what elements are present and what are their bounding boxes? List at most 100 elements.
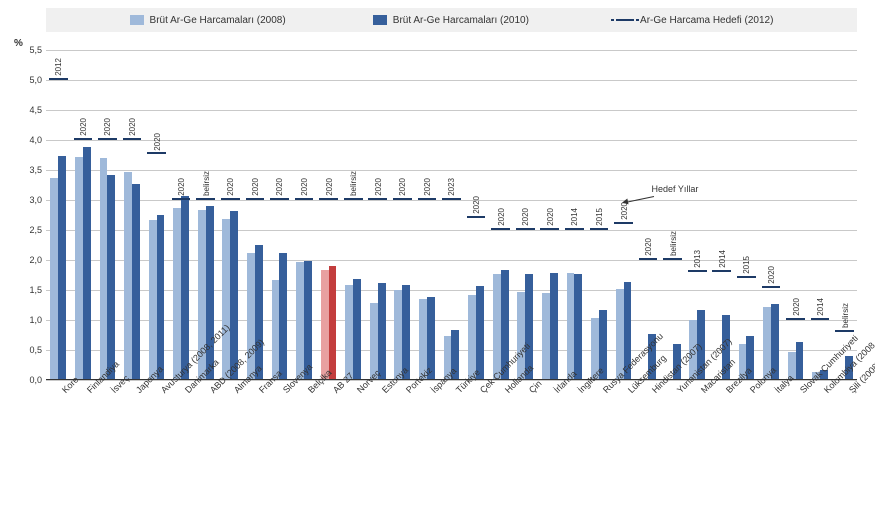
target-marker xyxy=(639,258,658,260)
bar-2010 xyxy=(132,184,140,380)
target-marker xyxy=(418,198,437,200)
bar-group: 2020 xyxy=(611,50,636,380)
target-marker xyxy=(270,198,289,200)
bar-2010 xyxy=(58,156,66,380)
target-year-label: 2020 xyxy=(521,208,530,226)
bar-group: 2015 xyxy=(587,50,612,380)
bars-layer: 201220202020202020202020belirsiz20202020… xyxy=(46,50,857,380)
y-tick-label: 3,0 xyxy=(18,195,42,205)
bar-2010 xyxy=(329,266,337,380)
target-year-label: 2014 xyxy=(570,208,579,226)
target-year-label: 2020 xyxy=(767,266,776,284)
bar-2008 xyxy=(567,273,575,380)
bar-2010 xyxy=(378,283,386,380)
bar-group: 2020 xyxy=(243,50,268,380)
target-year-label: 2020 xyxy=(546,208,555,226)
bar-group: 2020 xyxy=(538,50,563,380)
bar-group: 2014 xyxy=(562,50,587,380)
target-year-label: belirsiz xyxy=(669,231,678,256)
bar-2008 xyxy=(542,293,550,380)
target-year-label: belirsiz xyxy=(349,171,358,196)
bar-group: 2013 xyxy=(685,50,710,380)
bar-group: 2020 xyxy=(144,50,169,380)
target-year-label: 2014 xyxy=(816,298,825,316)
bar-group: 2020 xyxy=(267,50,292,380)
target-marker xyxy=(98,138,117,140)
y-tick-label: 4,0 xyxy=(18,135,42,145)
target-marker xyxy=(786,318,805,320)
y-tick-label: 5,0 xyxy=(18,75,42,85)
target-year-label: 2020 xyxy=(644,238,653,256)
bar-group: 2020 xyxy=(390,50,415,380)
target-year-label: belirsiz xyxy=(202,171,211,196)
annotation-hedef-yillar: Hedef Yıllar xyxy=(652,184,699,194)
bar-group: 2020 xyxy=(95,50,120,380)
bar-2010 xyxy=(83,147,91,380)
target-marker xyxy=(663,258,682,260)
bar-group: belirsiz xyxy=(341,50,366,380)
target-year-label: 2020 xyxy=(275,178,284,196)
target-marker xyxy=(737,276,756,278)
target-marker xyxy=(172,198,191,200)
target-year-label: 2012 xyxy=(54,58,63,76)
bar-2008 xyxy=(50,178,58,380)
bar-group: 2015 xyxy=(734,50,759,380)
target-marker xyxy=(540,228,559,230)
bar-group: belirsiz xyxy=(832,50,857,380)
bar-2008 xyxy=(296,262,304,380)
y-tick-label: 2,0 xyxy=(18,255,42,265)
bar-group: 2020 xyxy=(783,50,808,380)
target-year-label: 2020 xyxy=(79,118,88,136)
bar-2010 xyxy=(476,286,484,380)
target-marker xyxy=(123,138,142,140)
target-year-label: 2015 xyxy=(595,208,604,226)
target-year-label: 2020 xyxy=(374,178,383,196)
target-marker xyxy=(835,330,854,332)
target-marker xyxy=(565,228,584,230)
y-tick-label: 3,5 xyxy=(18,165,42,175)
target-marker xyxy=(516,228,535,230)
target-marker xyxy=(712,270,731,272)
target-marker xyxy=(688,270,707,272)
y-tick-label: 0,0 xyxy=(18,375,42,385)
y-tick-label: 2,5 xyxy=(18,225,42,235)
target-marker xyxy=(442,198,461,200)
target-marker xyxy=(49,78,68,80)
target-year-label: 2014 xyxy=(718,250,727,268)
target-marker xyxy=(74,138,93,140)
bar-2008 xyxy=(173,208,181,380)
target-marker xyxy=(368,198,387,200)
legend-label-2010: Brüt Ar-Ge Harcamaları (2010) xyxy=(393,15,529,26)
target-year-label: 2020 xyxy=(300,178,309,196)
target-marker xyxy=(467,216,486,218)
bar-2008 xyxy=(222,219,230,380)
target-marker xyxy=(246,198,265,200)
bar-2008 xyxy=(75,157,83,380)
bar-group: 2020 xyxy=(464,50,489,380)
target-year-label: 2020 xyxy=(226,178,235,196)
target-year-label: 2020 xyxy=(423,178,432,196)
bar-2008 xyxy=(124,172,132,380)
bar-group: 2020 xyxy=(169,50,194,380)
target-marker xyxy=(147,152,166,154)
target-marker xyxy=(590,228,609,230)
y-tick-label: 5,5 xyxy=(18,45,42,55)
target-year-label: 2020 xyxy=(398,178,407,196)
bar-2010 xyxy=(796,342,804,380)
y-tick-label: 1,0 xyxy=(18,315,42,325)
bar-2010 xyxy=(157,215,165,380)
bar-group: 2020 xyxy=(365,50,390,380)
target-year-label: belirsiz xyxy=(841,303,850,328)
bar-2010 xyxy=(279,253,287,380)
bar-group: 2020 xyxy=(415,50,440,380)
bar-2008 xyxy=(493,274,501,380)
bar-group: 2014 xyxy=(808,50,833,380)
target-marker xyxy=(319,198,338,200)
target-year-label: 2020 xyxy=(325,178,334,196)
target-year-label: 2013 xyxy=(693,250,702,268)
target-marker xyxy=(221,198,240,200)
bar-2008 xyxy=(321,270,329,380)
target-marker xyxy=(811,318,830,320)
y-tick-label: 4,5 xyxy=(18,105,42,115)
x-axis-labels: KoreFinlandiyaİsveçJaponyaAvusturya (200… xyxy=(46,382,857,512)
